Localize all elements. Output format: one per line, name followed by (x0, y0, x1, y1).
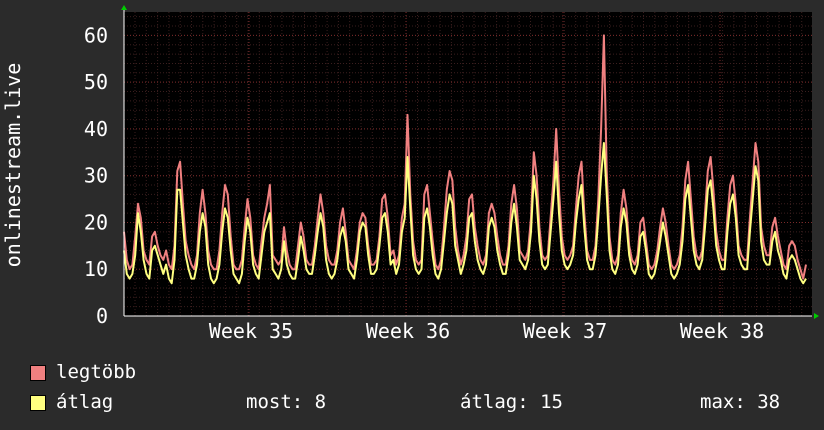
axes (121, 5, 819, 319)
series-lines (123, 34, 807, 285)
x-tick-label: Week 36 (366, 319, 450, 340)
y-tick-label: 10 (84, 257, 108, 281)
x-tick-label: Week 35 (209, 319, 293, 340)
stat-avg: átlag: 15 (460, 391, 563, 413)
y-tick-label: 20 (84, 210, 108, 234)
y-tick-label: 30 (84, 164, 108, 188)
legend-label-avg: átlag (56, 391, 114, 413)
y-tick-label: 0 (96, 304, 108, 328)
y-tick-label: 50 (84, 70, 108, 94)
tick-labels: 0 10 20 30 40 50 60 Week 35 Week 36 Week 37 Week 3… (84, 23, 764, 340)
x-tick-label: Week 38 (680, 319, 764, 340)
legend-swatch-max (30, 364, 46, 381)
x-axis-arrow (814, 313, 819, 319)
chart-svg: 0 10 20 30 40 50 60 Week 35 Week 36 Week 37 Week 3… (84, 5, 819, 340)
series-line-max (123, 34, 807, 280)
series-line-avg (123, 142, 807, 285)
legend-item-avg: átlag (30, 391, 113, 413)
legend-swatch-avg (30, 394, 46, 411)
y-axis-arrow (121, 5, 127, 10)
legend-label-max: legtöbb (56, 361, 137, 383)
stat-now: most: 8 (246, 391, 327, 413)
legend-item-max: legtöbb (30, 361, 136, 383)
grid (124, 12, 812, 317)
stat-max: max: 38 (700, 391, 781, 413)
x-tick-label: Week 37 (523, 319, 607, 340)
y-tick-label: 60 (84, 23, 108, 47)
y-tick-label: 40 (84, 117, 108, 141)
